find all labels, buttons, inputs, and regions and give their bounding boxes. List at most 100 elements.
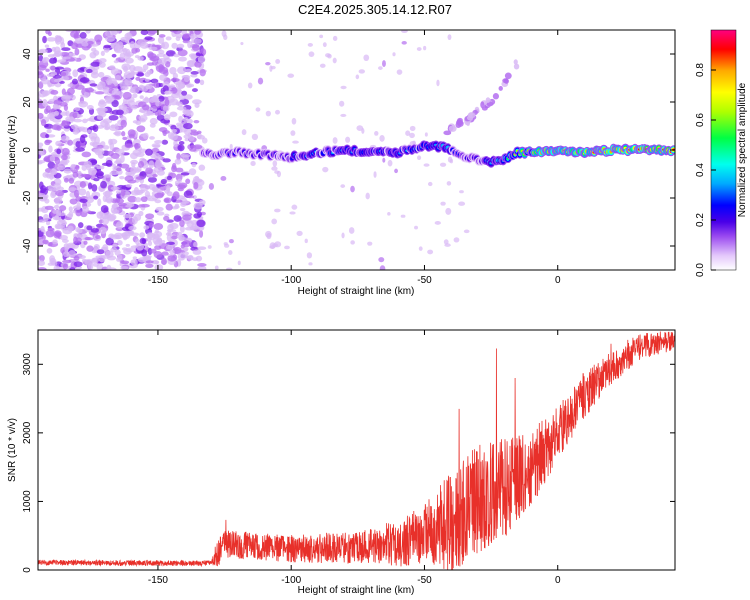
harmonic-blob <box>502 78 509 84</box>
sparse-blob <box>332 57 337 64</box>
noise-blob <box>194 61 202 68</box>
noise-blob <box>105 30 115 38</box>
noise-blob <box>98 254 106 263</box>
noise-blob <box>171 128 177 133</box>
noise-blob <box>103 212 112 217</box>
noise-blob <box>93 177 100 182</box>
noise-blob <box>145 260 154 264</box>
sparse-blob <box>453 237 460 243</box>
noise-blob <box>158 95 165 102</box>
noise-blob <box>153 223 164 231</box>
noise-blob <box>44 198 50 204</box>
sparse-blob <box>400 214 406 218</box>
noise-blob <box>130 86 140 94</box>
noise-blob <box>122 91 132 100</box>
noise-blob <box>50 89 59 95</box>
noise-blob <box>184 226 194 231</box>
y-tick-label: -40 <box>22 238 33 253</box>
noise-blob <box>38 48 48 54</box>
harmonic-blob <box>448 125 457 132</box>
noise-blob <box>78 126 86 131</box>
noise-blob <box>38 112 44 119</box>
noise-blob <box>144 36 153 41</box>
noise-blob <box>153 188 162 193</box>
noise-blob <box>182 214 192 221</box>
noise-blob <box>92 124 99 133</box>
noise-blob <box>47 262 54 266</box>
noise-blob <box>111 53 117 58</box>
noise-blob <box>60 72 67 76</box>
noise-blob <box>183 76 190 83</box>
noise-blob <box>100 120 109 128</box>
sparse-blob <box>378 66 383 70</box>
noise-blob <box>193 241 198 248</box>
sparse-blob <box>443 239 449 245</box>
noise-blob <box>103 44 112 49</box>
noise-blob <box>172 72 178 80</box>
noise-blob <box>73 261 83 267</box>
noise-blob <box>99 165 105 170</box>
noise-blob <box>68 206 73 212</box>
noise-blob <box>59 205 67 212</box>
noise-blob <box>129 41 136 49</box>
noise-blob <box>137 101 147 108</box>
sparse-blob <box>271 166 278 171</box>
noise-blob <box>176 152 181 161</box>
noise-blob <box>79 77 90 83</box>
noise-blob <box>70 165 75 171</box>
snr-plot-frame <box>37 329 676 571</box>
noise-blob <box>69 267 76 270</box>
x-tick-label: -100 <box>281 575 301 586</box>
x-tick-label: -50 <box>417 275 432 286</box>
noise-blob <box>123 71 134 79</box>
noise-blob <box>87 167 98 176</box>
sparse-blob <box>319 63 326 68</box>
y-tick-label: -20 <box>22 190 33 205</box>
noise-blob <box>197 246 207 251</box>
noise-blob <box>165 203 173 211</box>
sparse-blob <box>417 155 422 160</box>
noise-blob <box>69 198 78 205</box>
noise-blob <box>98 81 106 89</box>
sparse-blob <box>424 132 428 137</box>
noise-blob <box>73 118 83 123</box>
noise-blob <box>86 105 94 110</box>
sparse-blob <box>447 156 453 163</box>
noise-blob <box>80 173 89 178</box>
noise-blob <box>188 168 197 176</box>
noise-blob <box>155 206 164 212</box>
sparse-blob <box>228 238 234 244</box>
noise-blob <box>43 56 50 63</box>
sparse-blob <box>201 137 208 144</box>
harmonic-blob <box>492 93 500 100</box>
noise-blob <box>158 34 166 38</box>
noise-blob <box>193 119 200 124</box>
noise-blob <box>54 66 65 70</box>
noise-blob <box>170 124 177 131</box>
sparse-blob <box>340 113 347 117</box>
noise-blob <box>115 221 124 229</box>
noise-blob <box>185 109 191 116</box>
noise-blob <box>189 144 196 149</box>
noise-blob <box>38 207 46 212</box>
sparse-blob <box>275 109 280 115</box>
noise-blob <box>173 215 182 222</box>
noise-blob <box>98 226 107 235</box>
noise-blob <box>45 68 50 72</box>
noise-blob <box>67 87 75 95</box>
snr-x-axis-label: Height of straight line (km) <box>298 585 415 596</box>
noise-blob <box>138 109 146 113</box>
noise-blob <box>90 228 99 233</box>
noise-blob <box>176 43 185 49</box>
noise-blob <box>133 143 141 149</box>
sparse-blob <box>445 207 452 215</box>
noise-blob <box>149 117 158 125</box>
noise-blob <box>147 176 157 183</box>
noise-blob <box>166 233 172 242</box>
noise-blob <box>124 175 134 182</box>
noise-blob <box>54 223 62 230</box>
noise-blob <box>38 90 47 98</box>
colorbar-tick-label: 0.2 <box>695 213 706 227</box>
noise-blob <box>187 195 195 199</box>
noise-blob <box>120 154 125 163</box>
